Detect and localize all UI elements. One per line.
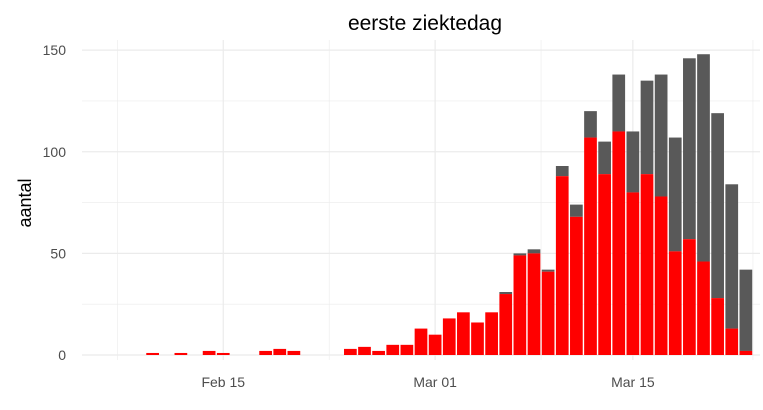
y-tick-label: 0 bbox=[58, 347, 66, 363]
bar-lower-segment bbox=[725, 328, 739, 355]
bar-lower-segment bbox=[471, 322, 484, 355]
bar-lower-segment bbox=[697, 261, 710, 355]
y-tick-label: 150 bbox=[43, 42, 67, 58]
bar-lower-segment bbox=[668, 251, 682, 355]
bar-lower-segment bbox=[287, 350, 301, 355]
bars-group bbox=[146, 54, 753, 355]
bar-lower-segment bbox=[372, 350, 385, 355]
bar-upper-segment bbox=[513, 253, 527, 256]
bar-upper-segment bbox=[598, 141, 611, 175]
bar-upper-segment bbox=[555, 166, 569, 177]
y-axis-label: aantal bbox=[15, 178, 35, 227]
bar-lower-segment bbox=[739, 350, 753, 355]
bar-lower-segment bbox=[485, 312, 498, 355]
bar-upper-segment bbox=[612, 74, 626, 132]
bar-upper-segment bbox=[626, 131, 640, 193]
bar-upper-segment bbox=[499, 292, 513, 295]
chart-title: eerste ziektedag bbox=[348, 12, 502, 35]
x-tick-labels: Feb 15 Mar 01 Mar 15 bbox=[201, 374, 654, 390]
bar-lower-segment bbox=[414, 328, 428, 355]
bar-upper-segment bbox=[683, 58, 696, 240]
bar-upper-segment bbox=[725, 184, 739, 329]
bar-lower-segment bbox=[174, 352, 188, 355]
bar-upper-segment bbox=[668, 137, 682, 252]
bar-upper-segment bbox=[654, 74, 668, 197]
bar-lower-segment bbox=[146, 352, 159, 355]
bar-upper-segment bbox=[711, 113, 724, 299]
bar-lower-segment bbox=[626, 192, 640, 355]
x-tick-label: Mar 01 bbox=[413, 374, 457, 390]
bar-upper-segment bbox=[584, 111, 597, 138]
y-tick-label: 50 bbox=[50, 245, 66, 261]
bar-lower-segment bbox=[273, 348, 287, 355]
bar-lower-segment bbox=[259, 350, 272, 355]
bar-lower-segment bbox=[527, 253, 541, 355]
bar-lower-segment bbox=[457, 312, 470, 355]
bar-lower-segment bbox=[640, 174, 654, 355]
bar-lower-segment bbox=[555, 176, 569, 355]
bar-upper-segment bbox=[527, 249, 541, 254]
bar-upper-segment bbox=[739, 269, 753, 351]
bar-lower-segment bbox=[654, 196, 668, 355]
bar-lower-segment bbox=[513, 255, 527, 355]
bar-lower-segment bbox=[598, 174, 611, 355]
bar-upper-segment bbox=[640, 80, 654, 175]
y-tick-labels: 0 50 100 150 bbox=[43, 42, 67, 363]
bar-upper-segment bbox=[541, 269, 555, 272]
bar-lower-segment bbox=[216, 352, 230, 355]
bar-lower-segment bbox=[386, 344, 400, 355]
y-tick-label: 100 bbox=[43, 144, 67, 160]
bar-lower-segment bbox=[711, 298, 724, 355]
bar-lower-segment bbox=[683, 239, 696, 355]
bar-lower-segment bbox=[612, 131, 626, 355]
x-tick-label: Feb 15 bbox=[201, 374, 245, 390]
bar-lower-segment bbox=[584, 137, 597, 355]
bar-lower-segment bbox=[442, 318, 456, 355]
bar-lower-segment bbox=[570, 216, 583, 355]
bar-lower-segment bbox=[344, 348, 357, 355]
bar-lower-segment bbox=[541, 271, 555, 355]
bar-lower-segment bbox=[202, 350, 216, 355]
bar-lower-segment bbox=[358, 346, 371, 355]
bar-upper-segment bbox=[697, 54, 710, 262]
bar-upper-segment bbox=[570, 204, 583, 217]
bar-lower-segment bbox=[400, 344, 414, 355]
x-tick-label: Mar 15 bbox=[611, 374, 655, 390]
bar-lower-segment bbox=[499, 294, 513, 355]
bar-lower-segment bbox=[428, 334, 442, 355]
